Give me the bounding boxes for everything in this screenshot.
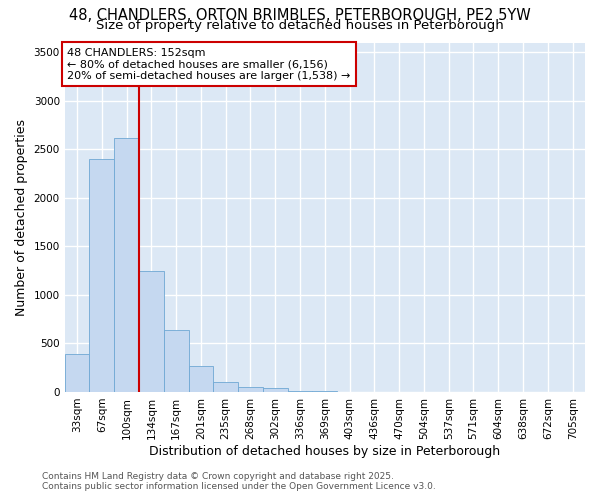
Text: 48 CHANDLERS: 152sqm
← 80% of detached houses are smaller (6,156)
20% of semi-de: 48 CHANDLERS: 152sqm ← 80% of detached h… <box>67 48 350 81</box>
Bar <box>287 391 313 392</box>
Bar <box>139 270 164 392</box>
Bar <box>188 366 214 392</box>
Text: 48, CHANDLERS, ORTON BRIMBLES, PETERBOROUGH, PE2 5YW: 48, CHANDLERS, ORTON BRIMBLES, PETERBORO… <box>69 8 531 22</box>
Text: Contains HM Land Registry data © Crown copyright and database right 2025.
Contai: Contains HM Land Registry data © Crown c… <box>42 472 436 491</box>
Bar <box>89 159 114 392</box>
X-axis label: Distribution of detached houses by size in Peterborough: Distribution of detached houses by size … <box>149 444 500 458</box>
Y-axis label: Number of detached properties: Number of detached properties <box>15 118 28 316</box>
Bar <box>114 138 139 392</box>
Bar <box>164 330 188 392</box>
Text: Size of property relative to detached houses in Peterborough: Size of property relative to detached ho… <box>96 19 504 32</box>
Bar <box>263 388 287 392</box>
Bar <box>214 382 238 392</box>
Bar <box>65 354 89 392</box>
Bar <box>238 386 263 392</box>
